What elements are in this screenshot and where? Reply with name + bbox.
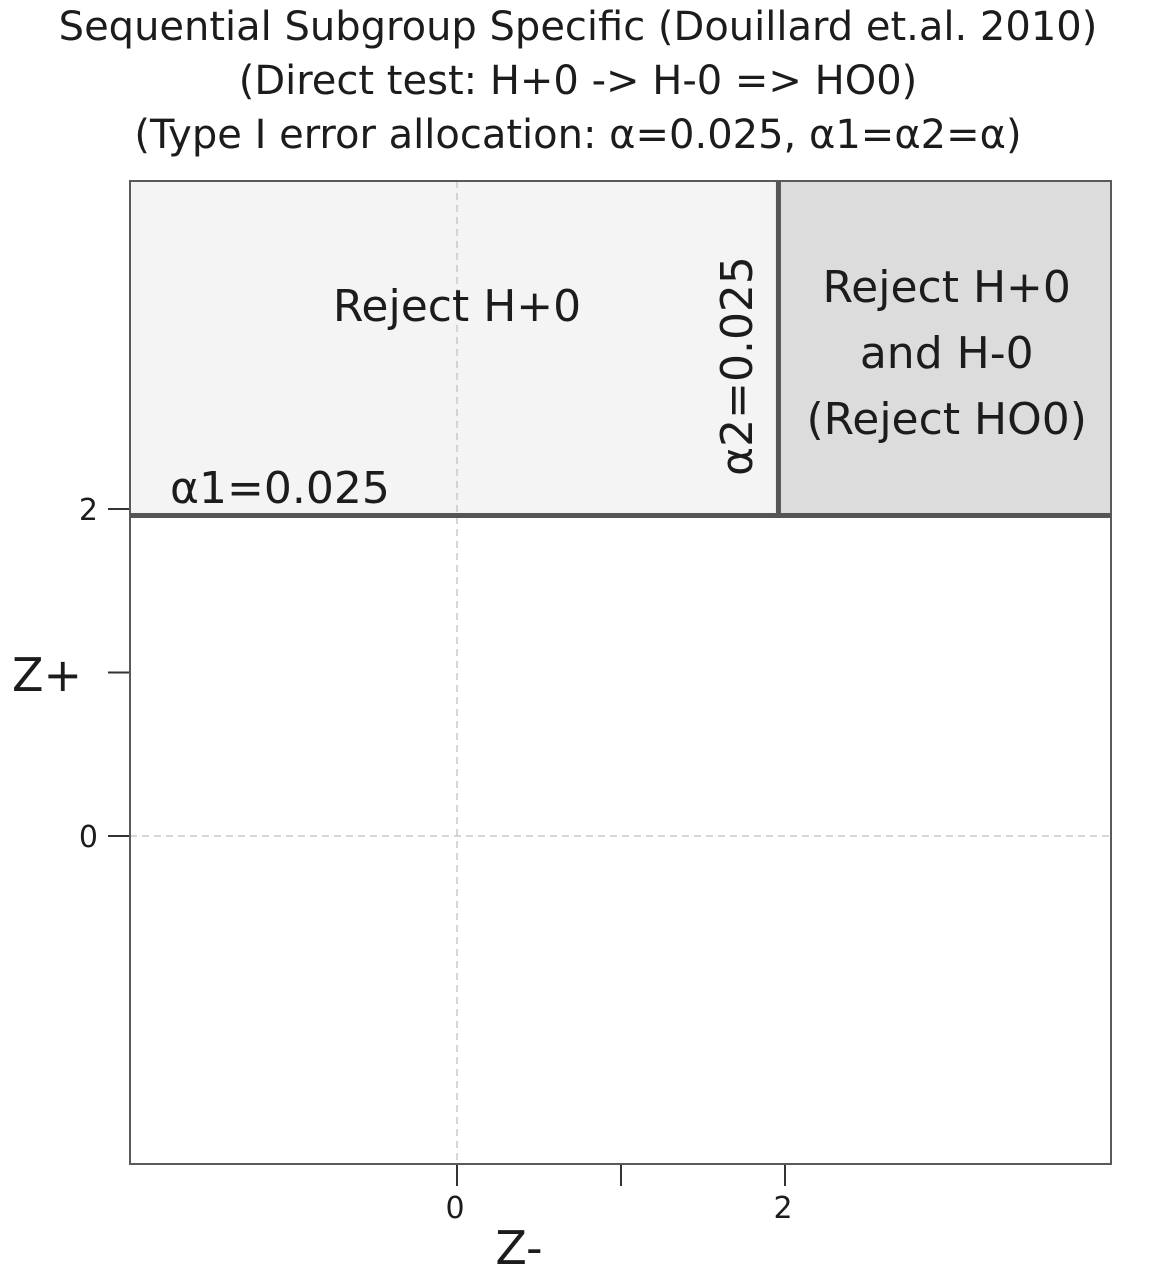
- chart-title-line-1: Sequential Subgroup Specific (Douillard …: [58, 4, 1098, 50]
- chart-title: Sequential Subgroup Specific (Douillard …: [0, 0, 1156, 162]
- region-label-reject-both-line: Reject H+0: [823, 262, 1071, 313]
- x-tick-label: 0: [445, 1191, 464, 1226]
- chart-title-line-3: (Type I error allocation: α=0.025, α1=α2…: [134, 112, 1022, 158]
- y-axis-label: Z+: [12, 648, 82, 702]
- region-label-reject-h-plus0: Reject H+0: [333, 281, 581, 332]
- region-label-reject-both-line: (Reject HO0): [807, 394, 1087, 445]
- x-axis-label: Z-: [495, 1221, 542, 1275]
- alpha2-annotation: α2=0.025: [712, 256, 763, 476]
- region-label-reject-both-line: and H-0: [860, 328, 1034, 379]
- y-tick-label: 0: [79, 820, 98, 855]
- alpha1-annotation: α1=0.025: [170, 463, 390, 514]
- region-reject-h-plus0: [130, 181, 779, 516]
- x-tick-label: 2: [773, 1191, 792, 1226]
- plot-border: [129, 180, 1112, 1165]
- plot-layer: 0 2 0 2 Z- Z+ Reject H+0 Reject H+0 and H-0 (Reje…: [12, 180, 1112, 1275]
- chart-title-line-2: (Direct test: H+0 -> H-0 => HO0): [238, 58, 918, 104]
- region-reject-both: [778, 181, 1111, 516]
- y-tick-label: 2: [79, 493, 98, 528]
